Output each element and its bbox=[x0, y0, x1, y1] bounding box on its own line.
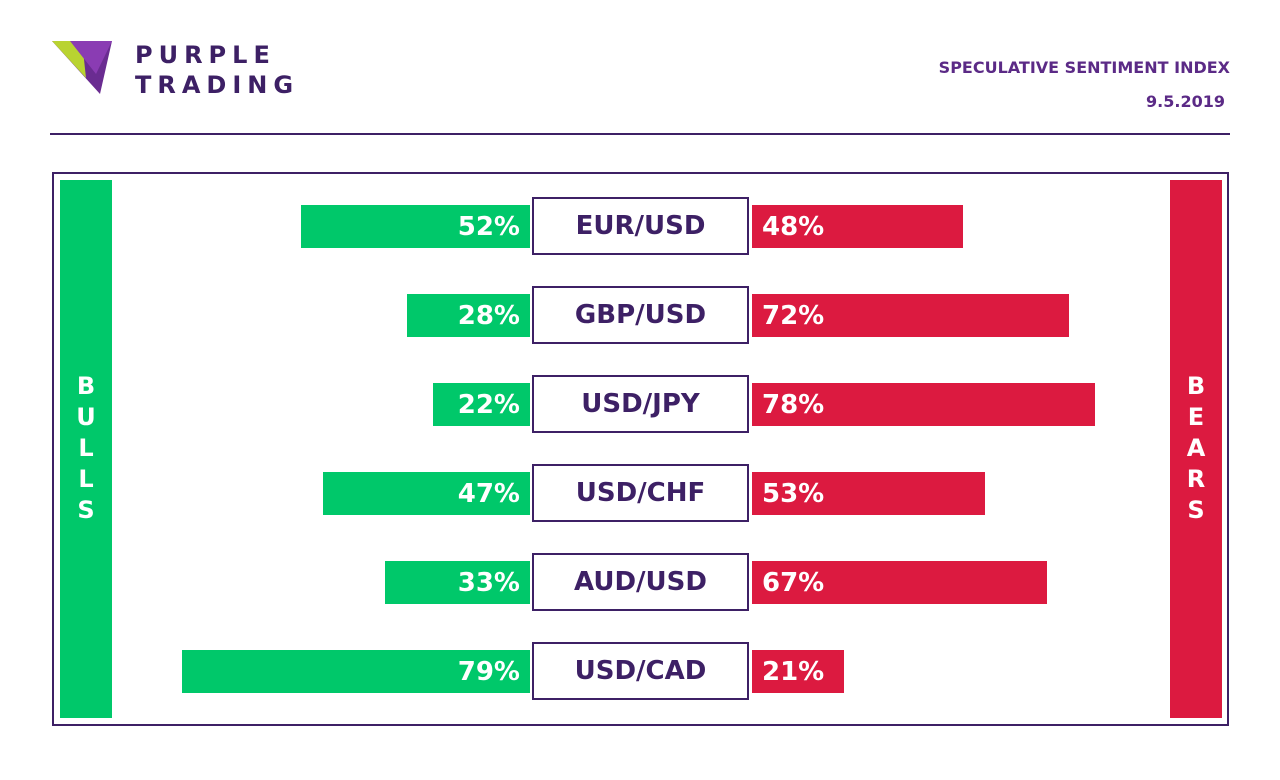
bull-bar: 28% bbox=[406, 294, 530, 337]
bear-bar: 53% bbox=[752, 472, 986, 515]
currency-pair-label: GBP/USD bbox=[532, 286, 749, 344]
bear-value-label: 53% bbox=[762, 478, 825, 509]
bear-value-label: 78% bbox=[762, 389, 825, 420]
brand-line-2: TRADING bbox=[135, 71, 300, 99]
bull-bar: 47% bbox=[323, 472, 530, 515]
bull-value-label: 22% bbox=[457, 389, 520, 420]
bear-value-label: 67% bbox=[762, 567, 825, 598]
bulls-side-panel: BULLS bbox=[60, 180, 112, 718]
bear-bar: 78% bbox=[752, 383, 1096, 426]
bull-bar: 22% bbox=[433, 383, 530, 426]
bear-bar: 72% bbox=[752, 294, 1069, 337]
logo-icon bbox=[52, 41, 112, 94]
currency-pair-label: USD/JPY bbox=[532, 375, 749, 433]
header-divider bbox=[50, 133, 1230, 135]
currency-pair-label: AUD/USD bbox=[532, 553, 749, 611]
page-title: SPECULATIVE SENTIMENT INDEX bbox=[938, 58, 1230, 77]
bear-value-label: 48% bbox=[762, 211, 825, 242]
bull-bar: 33% bbox=[384, 561, 530, 604]
bull-value-label: 52% bbox=[457, 211, 520, 242]
bull-bar: 79% bbox=[182, 650, 530, 693]
bulls-label: BULLS bbox=[72, 371, 100, 527]
bears-side-panel: BEARS bbox=[1170, 180, 1222, 718]
currency-pair-label: EUR/USD bbox=[532, 197, 749, 255]
bull-value-label: 79% bbox=[457, 656, 520, 687]
bear-value-label: 21% bbox=[762, 656, 825, 687]
bull-value-label: 28% bbox=[457, 300, 520, 331]
bears-label: BEARS bbox=[1182, 371, 1210, 527]
chart-frame bbox=[52, 172, 1229, 726]
bull-value-label: 33% bbox=[457, 567, 520, 598]
bear-bar: 21% bbox=[752, 650, 845, 693]
currency-pair-label: USD/CAD bbox=[532, 642, 749, 700]
bull-value-label: 47% bbox=[457, 478, 520, 509]
brand-line-1: PURPLE bbox=[135, 41, 276, 69]
bull-bar: 52% bbox=[301, 205, 530, 248]
brand-name: PURPLE TRADING bbox=[135, 40, 299, 100]
bear-bar: 67% bbox=[752, 561, 1047, 604]
bear-value-label: 72% bbox=[762, 300, 825, 331]
bear-bar: 48% bbox=[752, 205, 964, 248]
report-date: 9.5.2019 bbox=[1146, 92, 1225, 111]
currency-pair-label: USD/CHF bbox=[532, 464, 749, 522]
